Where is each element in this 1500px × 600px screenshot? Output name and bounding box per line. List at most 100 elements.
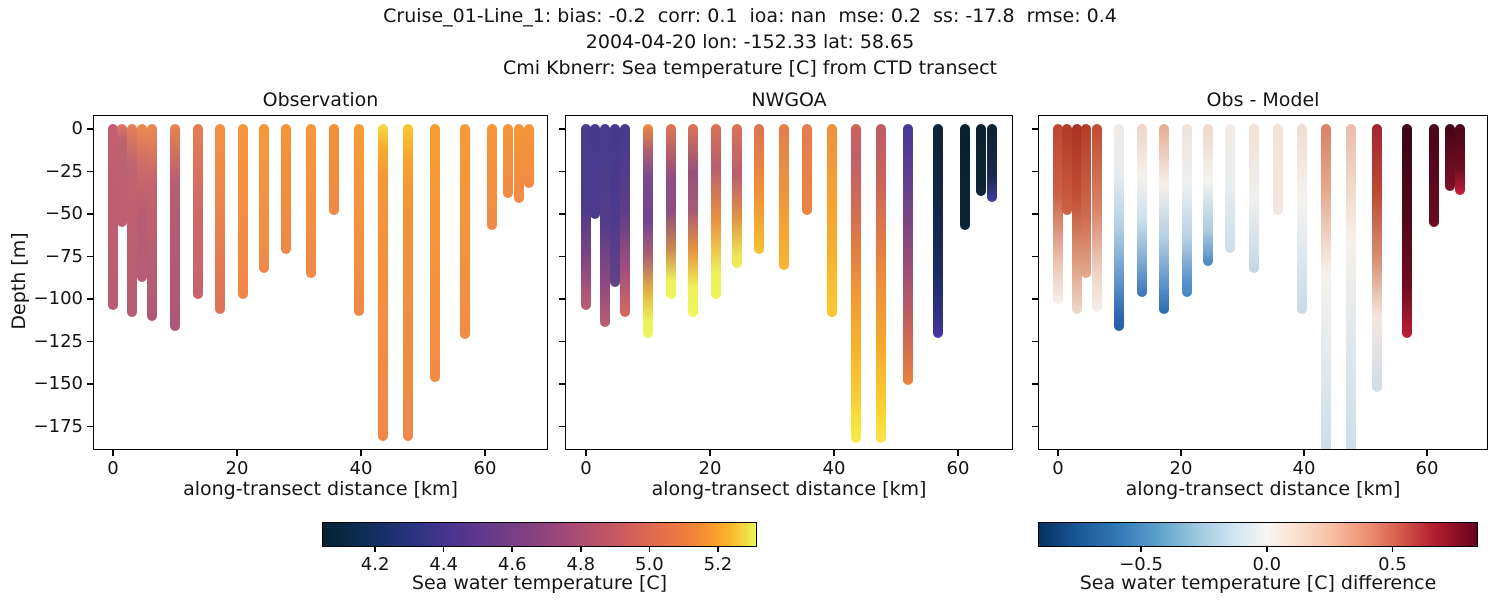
ctd-profile-column [754,123,765,255]
colorbar-tick-mark [374,547,376,552]
ctd-profile-column [986,123,997,202]
ctd-profile-column [1158,123,1169,314]
ctd-profile-column [259,123,270,273]
ctd-profile-column [305,123,316,279]
colorbar-tick-label: 4.2 [360,554,390,575]
ctd-profile-column [642,123,653,338]
suptitle-date-location: 2004-04-20 lon: -152.33 lat: 58.65 [585,31,915,53]
y-tick-label: 0 [71,118,83,139]
colorbar-tick-mark [717,547,719,552]
colorbar-tick-label: 4.4 [429,554,458,575]
ctd-profile-column [959,123,970,231]
ctd-profile-column [850,123,861,444]
ctd-profile-column [1372,123,1383,393]
ctd-profile-column [459,123,470,340]
ctd-profile-column [486,123,497,231]
y-axis-label: Depth [m] [8,232,30,330]
ctd-profile-column [666,123,677,299]
ctd-profile-column [609,123,620,287]
y-tick-mark [559,170,565,173]
x-axis-label-observation: along-transect distance [km] [183,478,458,500]
suptitle-variable: Cmi Kbnerr: Sea temperature [C] from CTD… [503,57,997,79]
y-tick-mark [1032,255,1038,258]
ctd-profile-column [876,123,887,444]
y-tick-mark [559,298,565,300]
x-tick-label: 40 [349,458,373,479]
ctd-profile-column [513,123,524,204]
ctd-profile-column [116,123,127,228]
ctd-profile-column [1181,123,1192,297]
x-tick-mark [709,450,711,456]
ctd-profile-column [1428,123,1439,228]
ctd-profile-column [1114,123,1124,331]
y-tick-mark [87,128,93,130]
ctd-profile-column [827,123,838,318]
axes-obs-model [1038,115,1488,450]
colorbar-tick-label: 5.2 [703,554,733,575]
x-tick-label: 0 [107,458,119,479]
y-tick-mark [559,213,565,215]
ctd-profile-column [193,123,204,299]
ctd-profile-column [1224,123,1235,253]
ctd-profile-column [169,123,180,331]
x-tick-mark [236,450,238,456]
x-tick-label: 60 [1415,458,1439,479]
panel-title-observation: Observation [262,89,379,111]
colorbar-tick-mark [580,547,582,552]
x-tick-mark [1180,450,1182,456]
ctd-profile-column [107,123,118,311]
axes-nwgoa [565,115,1013,450]
y-tick-mark [1032,170,1038,173]
ctd-profile-column [1272,123,1283,216]
x-tick-mark [585,450,587,456]
ctd-profile-column [1091,123,1102,313]
ctd-profile-column [1061,123,1072,216]
ctd-profile-column [1320,123,1331,449]
colorbar-tick-label: 4.6 [497,554,527,575]
colorbar-tick-mark [442,547,445,552]
ctd-profile-column [976,123,987,197]
colorbar-tick-label: 4.8 [566,554,596,575]
y-tick-mark [87,170,93,173]
x-tick-label: 0 [1052,458,1064,479]
x-tick-mark [833,450,835,456]
y-tick-label: −50 [45,203,83,225]
ctd-profile-column [237,123,248,299]
ctd-profile-column [147,123,158,321]
x-tick-mark [360,450,362,456]
ctd-profile-column [1455,123,1466,195]
y-tick-label: −25 [45,160,83,182]
y-tick-mark [87,383,93,385]
ctd-profile-column [580,123,591,311]
y-tick-mark [1032,128,1038,130]
ctd-profile-column [1401,123,1412,338]
ctd-profile-column [620,123,631,318]
ctd-profile-column [429,123,440,382]
y-tick-label: −150 [33,373,83,395]
ctd-profile-column [377,123,388,442]
colorbar-tick-label: 0.5 [1378,554,1407,575]
x-tick-label: 20 [225,458,249,479]
ctd-profile-column [1071,123,1082,314]
ctd-profile-column [136,123,147,282]
ctd-profile-column [503,123,514,199]
ctd-profile-column [687,123,698,318]
ctd-profile-column [403,123,414,442]
colorbar-difference-label: Sea water temperature [C] difference [1079,572,1437,594]
colorbar-difference [1038,522,1478,547]
x-tick-label: 60 [473,458,497,479]
ctd-profile-column [1203,123,1214,267]
colorbar-tick-label: 0.0 [1252,554,1282,575]
x-tick-label: 0 [580,458,592,479]
y-tick-mark [559,340,565,343]
y-tick-mark [559,383,565,385]
y-tick-label: −100 [33,288,83,310]
colorbar-temperature [322,522,757,547]
colorbar-tick-mark [511,547,513,552]
x-tick-label: 40 [822,458,846,479]
ctd-profile-column [126,123,137,318]
y-tick-mark [559,425,565,428]
x-tick-label: 60 [946,458,970,479]
y-tick-mark [87,298,93,300]
panel-title-nwgoa: NWGOA [751,89,827,111]
